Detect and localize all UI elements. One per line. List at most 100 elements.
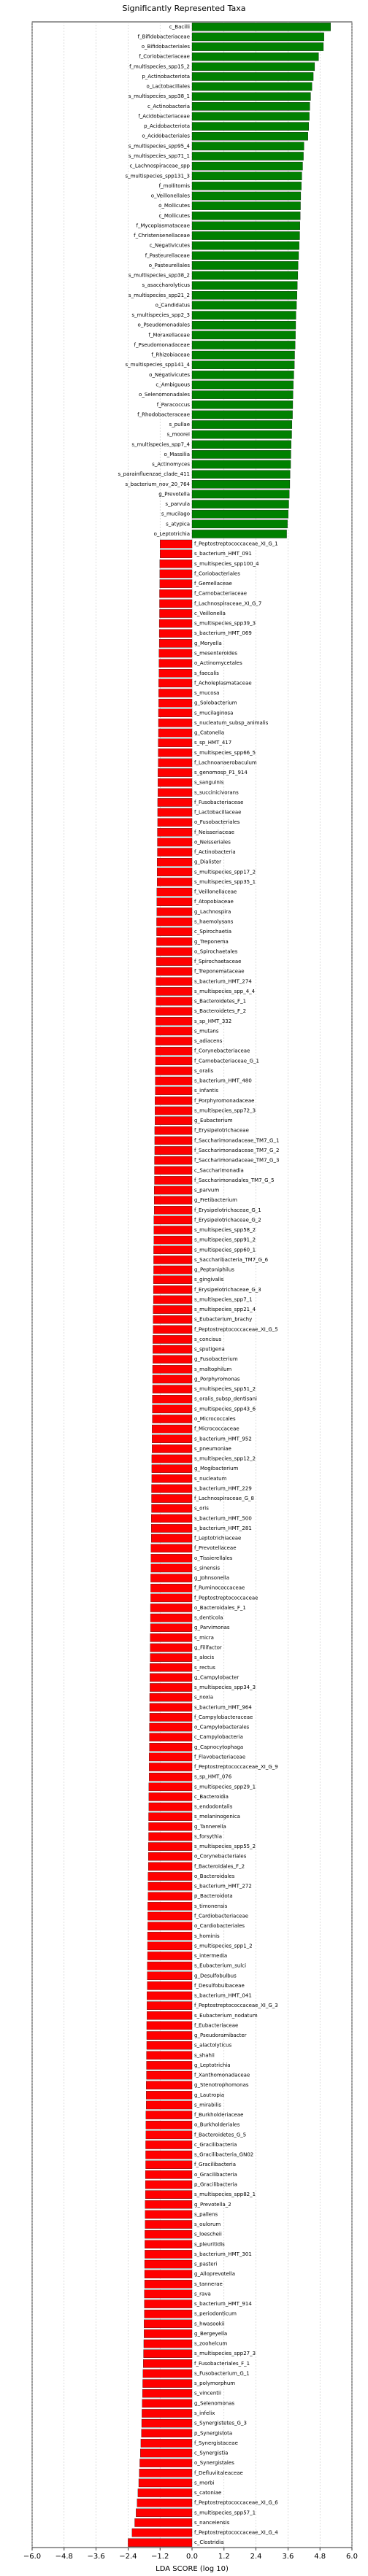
bar — [144, 2270, 193, 2278]
bar — [191, 509, 288, 519]
bar-label: o_Corynebacteriales — [194, 1854, 247, 1860]
bar-label: f_Pseudomonadaceae — [134, 342, 191, 348]
bar — [191, 171, 302, 181]
bar-label: f_Flavobacteriaceae — [194, 1754, 245, 1760]
bar-label: g_Solobacterium — [194, 700, 237, 706]
bar — [157, 867, 193, 877]
bar-label: s_multispecies_spp66_5 — [194, 750, 256, 756]
bar-label: c_Gracilibacteria — [194, 2142, 237, 2148]
bar — [191, 102, 310, 111]
bar — [153, 1295, 193, 1304]
bar — [147, 1961, 193, 1970]
bar — [153, 1275, 193, 1284]
bar-label: o_Pseudomonadales — [138, 322, 191, 328]
bar — [160, 549, 193, 558]
bar-label: f_Carnobacteriaceae_G_1 — [194, 1058, 259, 1064]
bar — [147, 1892, 193, 1900]
bar — [155, 1056, 193, 1066]
bar-label: s_multispecies_spp7_1 — [194, 1296, 253, 1302]
bar-label: s_alocis — [194, 1655, 214, 1660]
bar-label: s_multispecies_spp43_6 — [194, 1406, 256, 1412]
bar — [191, 142, 304, 151]
bar — [149, 1752, 193, 1762]
bar-label: s_maltophilum — [194, 1366, 231, 1372]
bar — [144, 2300, 193, 2308]
bar — [155, 1046, 193, 1056]
bar-label: g_Prevotella_2 — [194, 2202, 231, 2208]
bar-label: s_multispecies_spp_4_4 — [194, 989, 256, 994]
bar — [191, 62, 315, 71]
bar — [158, 719, 193, 727]
bar-label: s_intermedia — [194, 1953, 227, 1959]
bar-label: g_Catonella — [194, 730, 224, 736]
bar-label: f_Bacteroidetes_G_5 — [194, 2132, 246, 2138]
bar — [191, 271, 299, 280]
bar — [149, 1703, 193, 1712]
bar-label: s_multispecies_spp58_2 — [194, 1227, 256, 1233]
bar-label: c_Synergistia — [194, 2451, 228, 2456]
bar-label: s_multispecies_spp2_3 — [131, 312, 190, 318]
x-tick-label: −4.8 — [55, 2553, 73, 2561]
bar-label: f_Saccharimonadaceae_TM7_G_2 — [194, 1148, 279, 1153]
bar — [152, 1434, 193, 1444]
bar-label: f_mollitomis — [159, 183, 191, 189]
bar — [151, 1504, 193, 1513]
bar-label: s_atypica — [166, 521, 190, 527]
bar — [154, 1156, 193, 1165]
bar — [191, 201, 301, 210]
bar-label: g_Parvimonas — [194, 1625, 230, 1631]
bar-label: o_Selenomonadales — [139, 392, 190, 398]
bar-label: s_Saccharibacteria_TM7_G_6 — [194, 1257, 269, 1263]
bar — [156, 1026, 193, 1036]
bar — [153, 1235, 193, 1245]
bar-label: f_Atopobiaceae — [194, 899, 234, 905]
bar — [147, 1902, 193, 1911]
bar — [191, 320, 296, 330]
bar — [156, 908, 193, 916]
bar — [156, 967, 193, 976]
bar — [151, 1514, 193, 1523]
bar-label: s_pasteri — [194, 2262, 217, 2267]
bar — [156, 977, 193, 986]
bar — [149, 1763, 193, 1771]
bar-label: s_multispecies_spp34_3 — [194, 1685, 256, 1690]
bar — [191, 92, 311, 101]
bar — [191, 470, 291, 479]
bar — [146, 2070, 193, 2080]
bar-label: g_Stenotrophomonas — [194, 2082, 249, 2088]
bar — [191, 42, 324, 51]
bar — [150, 1554, 193, 1563]
bar — [155, 1076, 193, 1086]
bar-label: f_Defluviitaleaceae — [194, 2470, 243, 2476]
bar — [158, 788, 193, 797]
bar-label: f_Peptostreptococcaceae_XI_G_6 — [194, 2500, 278, 2506]
bar-label: f_Peptostreptococcaceae_XI_G_9 — [194, 1764, 278, 1770]
bar — [191, 212, 301, 220]
bar — [140, 2439, 193, 2448]
bar-label: s_infelix — [194, 2410, 215, 2416]
bar-label: f_Micrococcaceae — [194, 1426, 239, 1432]
bar — [139, 2459, 193, 2467]
bar-label: g_Porphyromonas — [194, 1376, 240, 1382]
bar-label: g_Eubacterium — [194, 1118, 233, 1123]
bar-label: s_shahii — [194, 2052, 215, 2058]
bar-label: s_catoniae — [194, 2490, 221, 2496]
bar-label: c_Saccharimonadia — [194, 1167, 244, 1173]
bar — [148, 1832, 193, 1841]
bar — [150, 1673, 193, 1682]
bar — [154, 1166, 193, 1175]
bar — [149, 1772, 193, 1782]
bar-label: o_Bacteroidales_F_1 — [194, 1605, 246, 1611]
bar — [191, 350, 295, 360]
bar — [131, 2528, 193, 2537]
bar — [158, 698, 193, 708]
bar-label: s_oris — [194, 1506, 209, 1512]
bar — [191, 231, 300, 240]
bar — [191, 371, 294, 379]
bar — [191, 251, 299, 260]
bar — [145, 2240, 193, 2249]
bar — [146, 2051, 193, 2060]
bar — [151, 1484, 193, 1493]
